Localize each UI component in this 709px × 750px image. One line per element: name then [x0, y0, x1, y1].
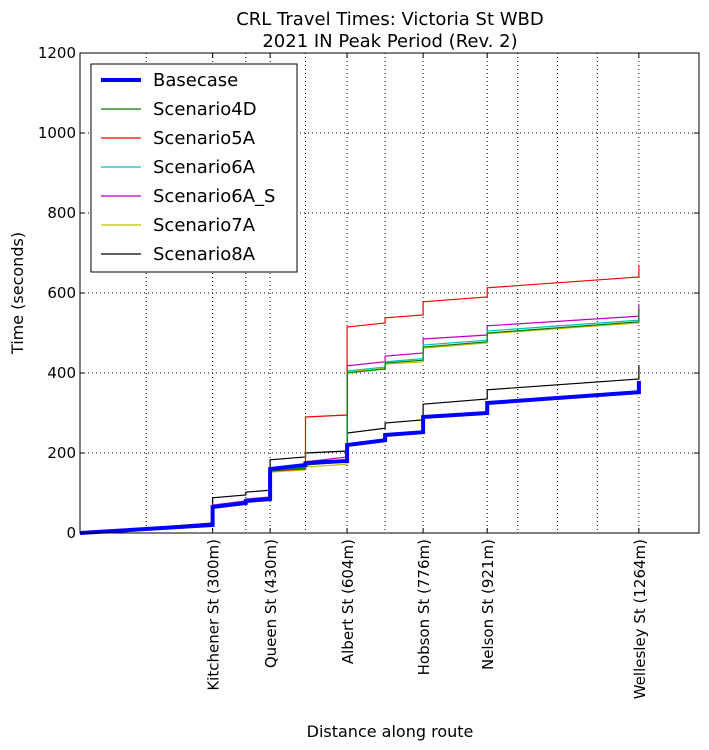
x-tick-label: Queen St (430m) [262, 539, 280, 668]
legend-label: Scenario4D [153, 99, 257, 120]
chart-title-line-2: 2021 IN Peak Period (Rev. 2) [262, 31, 517, 52]
y-tick-label: 400 [47, 364, 76, 382]
x-axis-ticks: Kitchener St (300m) Queen St (430m) Albert… [205, 53, 649, 699]
legend-label: Scenario6A_S [153, 186, 275, 207]
legend-box [90, 63, 298, 273]
y-tick-label: 200 [47, 444, 76, 462]
x-tick-label: Hobson St (776m) [415, 539, 433, 675]
y-tick-label: 600 [47, 284, 76, 302]
legend-label: Basecase [153, 70, 238, 91]
legend-label: Scenario5A [153, 128, 256, 149]
y-axis-ticks: 0 200 400 600 800 1000 1200 [38, 44, 699, 542]
legend-label: Scenario7A [153, 215, 256, 236]
y-tick-label: 800 [47, 204, 76, 222]
series-lines [79, 265, 641, 535]
x-tick-label: Albert St (604m) [339, 539, 357, 664]
x-tick-label: Nelson St (921m) [479, 539, 497, 670]
legend-label: Scenario6A [153, 157, 256, 178]
series-line-basecase [79, 381, 641, 535]
x-axis-label: Distance along route [307, 722, 474, 741]
y-tick-label: 1000 [38, 124, 76, 142]
chart-title-line-1: CRL Travel Times: Victoria St WBD [236, 9, 544, 30]
legend: Basecase Scenario4D Scenario5A Scenario6A Sc… [90, 63, 298, 273]
legend-label: Scenario8A [153, 244, 256, 265]
y-tick-label: 1200 [38, 44, 76, 62]
x-tick-label: Wellesley St (1264m) [631, 539, 649, 699]
y-tick-label: 0 [66, 524, 76, 542]
x-tick-label: Kitchener St (300m) [205, 539, 223, 691]
y-axis-label: Time (seconds) [8, 232, 27, 355]
